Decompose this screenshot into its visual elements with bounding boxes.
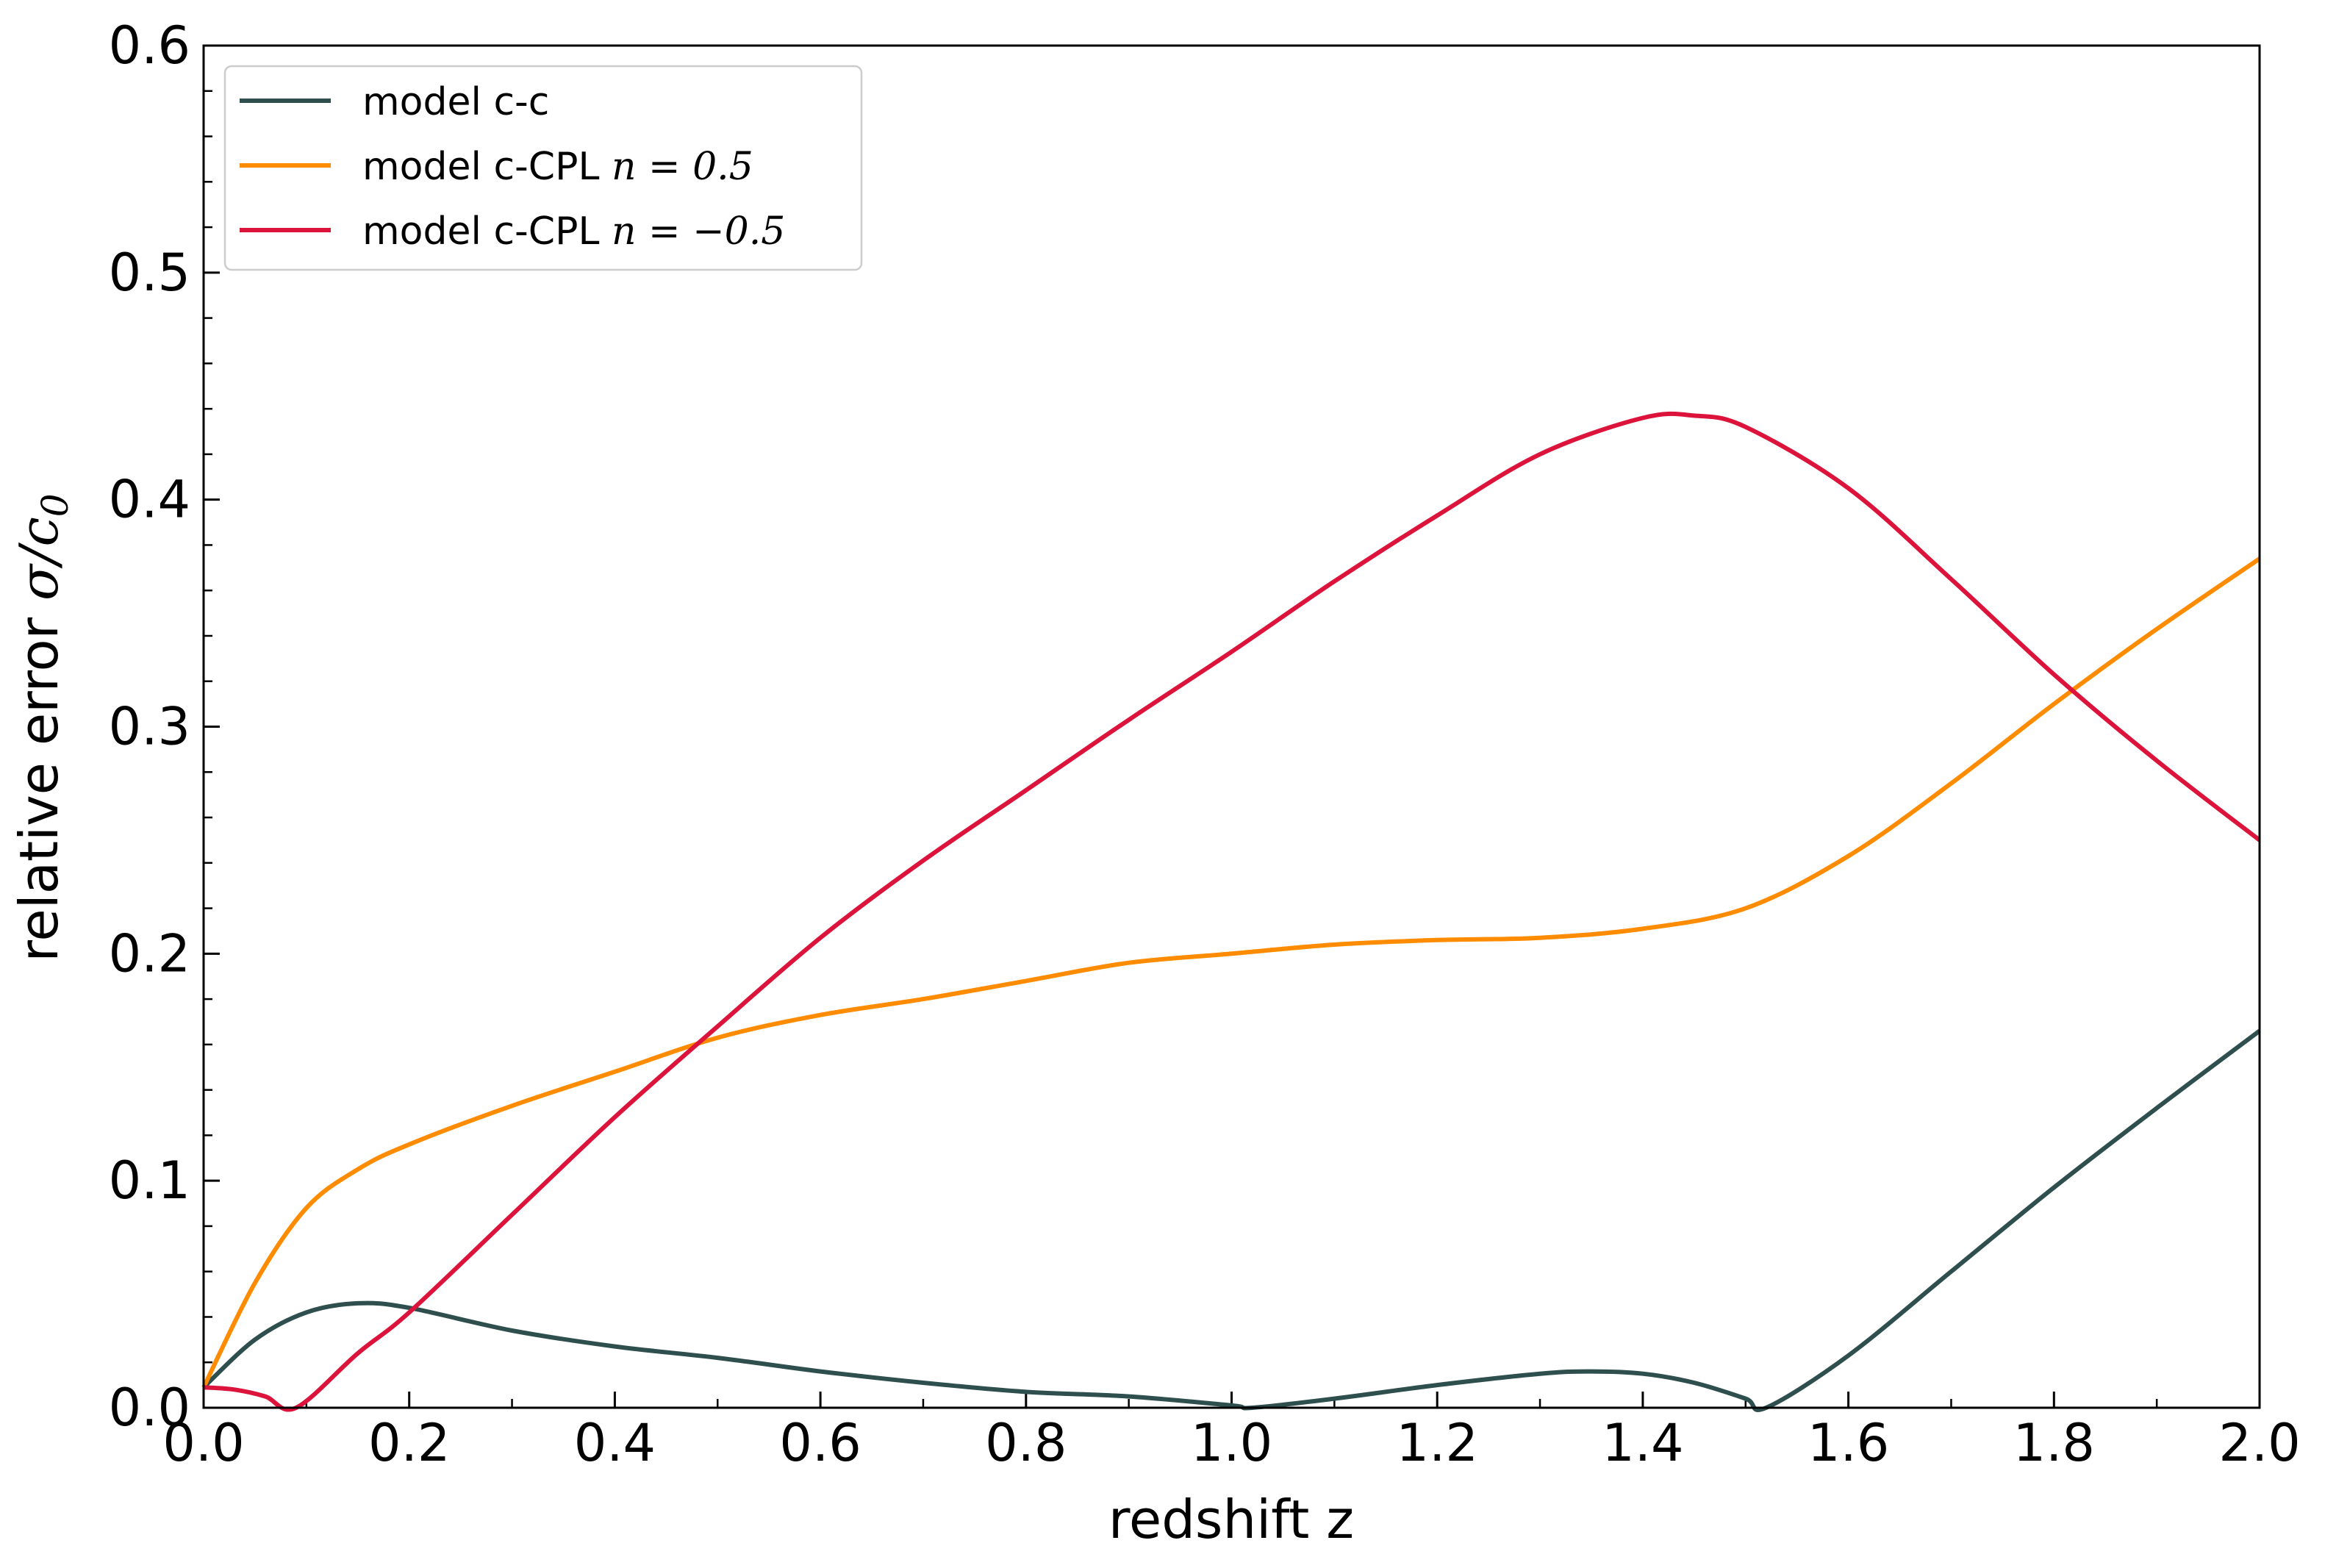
y-tick-labels: 0.0 0.1 0.2 0.3 0.4 0.5 0.6 [109,15,190,1438]
legend-entry-1: model c-c [240,80,549,124]
legend-label-math: n = 0.5 [612,145,753,189]
y-tick-label: 0.4 [109,470,190,530]
x-tick-label: 1.8 [2013,1413,2095,1473]
series-line-2 [201,556,2261,1389]
legend-entry-2: model c-CPL n = 0.5 [240,145,753,189]
y-axis-title-math: σ/c [8,517,70,601]
y-tick-label: 0.0 [109,1378,190,1438]
x-tick-label: 0.0 [162,1413,244,1473]
legend-label: model c-c [362,80,549,124]
y-tick-label: 0.3 [109,697,190,757]
x-tick-labels: 0.0 0.2 0.4 0.6 0.8 1.0 1.2 1.4 1.6 1.8 2.0 [162,1413,2300,1473]
y-tick-label: 0.6 [109,15,190,76]
x-axis-title: redshift z [1108,1489,1354,1550]
y-tick-label: 0.2 [109,923,190,984]
legend-label-text: model c-CPL [362,145,612,189]
y-axis-title-subscript: 0 [34,493,76,517]
legend-label: model c-CPL n = −0.5 [362,210,785,254]
y-axis-title: relative error σ/c0 [8,493,76,962]
y-axis-title-text: relative error [8,601,70,962]
y-tick-label: 0.1 [109,1150,190,1211]
series-line-3 [203,411,2261,1412]
x-tick-label: 0.8 [985,1413,1067,1473]
legend-box [223,65,863,271]
legend-entry-3: model c-CPL n = −0.5 [240,210,785,254]
y-tick-label: 0.5 [109,243,190,303]
x-tick-label: 0.2 [368,1413,450,1473]
minor-ticks [204,90,2158,1408]
x-tick-label: 1.0 [1191,1413,1272,1473]
x-tick-label: 1.2 [1397,1413,1478,1473]
plot-frame [202,44,2261,1409]
legend-label-math: n = −0.5 [612,210,785,254]
x-tick-label: 1.4 [1602,1413,1683,1473]
legend-label-text: model c-CPL [362,210,612,254]
x-tick-label: 0.4 [574,1413,656,1473]
legend-label-text: model c-c [362,80,549,124]
x-tick-label: 2.0 [2218,1413,2300,1473]
x-tick-label: 0.6 [779,1413,861,1473]
legend-label: model c-CPL n = 0.5 [362,145,753,189]
x-tick-label: 1.6 [1808,1413,1889,1473]
